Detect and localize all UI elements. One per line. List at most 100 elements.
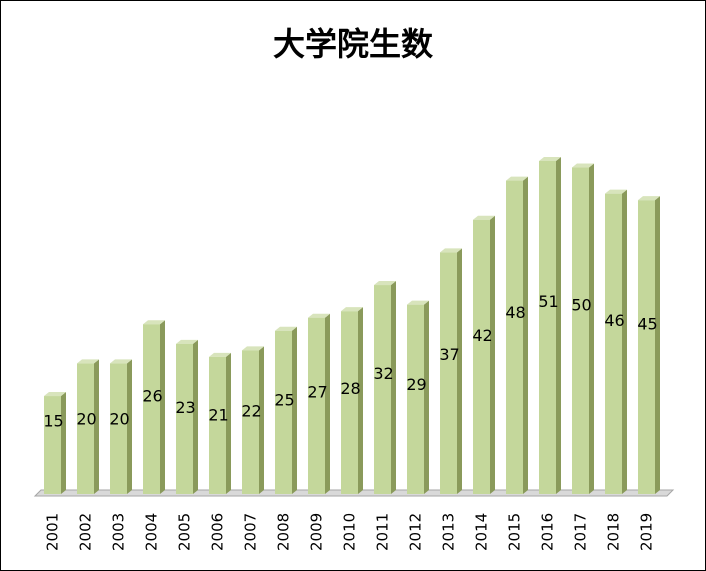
bar-side: [127, 359, 132, 494]
bar-top: [440, 248, 462, 253]
bar-2003: [110, 359, 132, 494]
x-tick-label: 2008: [275, 513, 293, 551]
bar-side: [292, 326, 297, 494]
bar-top: [143, 320, 165, 325]
x-tick-label: 2018: [605, 513, 623, 551]
data-label: 15: [43, 412, 63, 431]
bar-side: [61, 392, 66, 494]
x-tick-label: 2019: [638, 513, 656, 551]
bar-top: [176, 339, 198, 344]
data-label: 20: [76, 409, 96, 428]
x-tick-label: 2003: [110, 513, 128, 551]
bar-front: [605, 193, 622, 494]
bar-side: [523, 176, 528, 494]
bar-2004: [143, 320, 165, 494]
data-label: 27: [307, 383, 327, 402]
bar-side: [622, 189, 627, 494]
bar-side: [424, 300, 429, 494]
bar-top: [638, 196, 660, 201]
data-label: 21: [208, 405, 228, 424]
x-tick-label: 2016: [539, 513, 557, 551]
data-label: 32: [373, 364, 393, 383]
bar-2006: [209, 352, 231, 494]
bar-side: [358, 307, 363, 494]
data-label: 25: [274, 390, 294, 409]
bar-2016: [539, 157, 561, 494]
bar-front: [44, 396, 61, 494]
bar-front: [341, 311, 358, 494]
x-tick-label: 2010: [341, 513, 359, 551]
bar-2019: [638, 196, 660, 495]
x-tick-label: 2013: [440, 513, 458, 551]
bar-2001: [44, 392, 66, 494]
data-label: 37: [439, 345, 459, 364]
x-tick-label: 2005: [176, 513, 194, 551]
bar-front: [572, 167, 589, 494]
bar-side: [193, 339, 198, 494]
bar-top: [77, 359, 99, 364]
bar-top: [605, 189, 627, 194]
x-tick-label: 2014: [473, 513, 491, 551]
bar-top: [44, 392, 66, 397]
bar-front: [110, 363, 127, 494]
bar-top: [341, 307, 363, 312]
bar-top: [473, 215, 495, 220]
bar-2013: [440, 248, 462, 494]
x-tick-label: 2011: [374, 513, 392, 551]
bar-side: [457, 248, 462, 494]
bar-top: [275, 326, 297, 331]
bar-2009: [308, 313, 330, 494]
x-tick-label: 2012: [407, 513, 425, 551]
x-tick-label: 2017: [572, 513, 590, 551]
bar-top: [506, 176, 528, 181]
bar-front: [77, 363, 94, 494]
data-label: 48: [505, 303, 525, 322]
bar-top: [539, 157, 561, 161]
x-tick-label: 2006: [209, 513, 227, 551]
bar-side: [259, 346, 264, 494]
data-label: 20: [109, 409, 129, 428]
bar-top: [407, 300, 429, 305]
bar-top: [242, 346, 264, 351]
data-labels-layer: 15 20 20 26 23 21 22 25 27 28 32 29 37 42 48 51 50 46 45: [43, 292, 657, 431]
bar-front: [407, 304, 424, 494]
bar-2015: [506, 176, 528, 494]
bar-top: [374, 281, 396, 286]
data-label: 26: [142, 387, 162, 406]
data-label: 29: [406, 375, 426, 394]
bar-side: [490, 215, 495, 494]
x-tick-label: 2002: [77, 513, 95, 551]
bar-2008: [275, 326, 297, 494]
bar-side: [160, 320, 165, 494]
bar-2014: [473, 215, 495, 494]
bar-2012: [407, 300, 429, 494]
x-tick-label: 2007: [242, 513, 260, 551]
bar-side: [325, 313, 330, 494]
x-tick-label: 2004: [143, 513, 161, 551]
bar-front: [473, 219, 490, 494]
bar-front: [209, 356, 226, 494]
bar-front: [539, 161, 556, 494]
bar-side: [94, 359, 99, 494]
bar-front: [308, 317, 325, 494]
bar-side: [556, 157, 561, 494]
x-tick-label: 2015: [506, 513, 524, 551]
bar-front: [440, 252, 457, 494]
bar-2018: [605, 189, 627, 494]
bar-front: [374, 285, 391, 494]
bar-front: [506, 180, 523, 494]
bars-layer: [44, 157, 660, 495]
bar-2017: [572, 163, 594, 494]
bar-side: [226, 352, 231, 494]
data-label: 42: [472, 326, 492, 345]
bar-side: [655, 196, 660, 495]
bar-2002: [77, 359, 99, 494]
data-label: 28: [340, 379, 360, 398]
bar-2005: [176, 339, 198, 494]
bar-2011: [374, 281, 396, 494]
x-axis-ticks-layer: 2001 2002 2003 2004 2005 2006 2007 2008 2009 2010…: [44, 513, 656, 551]
bar-top: [110, 359, 132, 364]
bar-top: [209, 352, 231, 357]
